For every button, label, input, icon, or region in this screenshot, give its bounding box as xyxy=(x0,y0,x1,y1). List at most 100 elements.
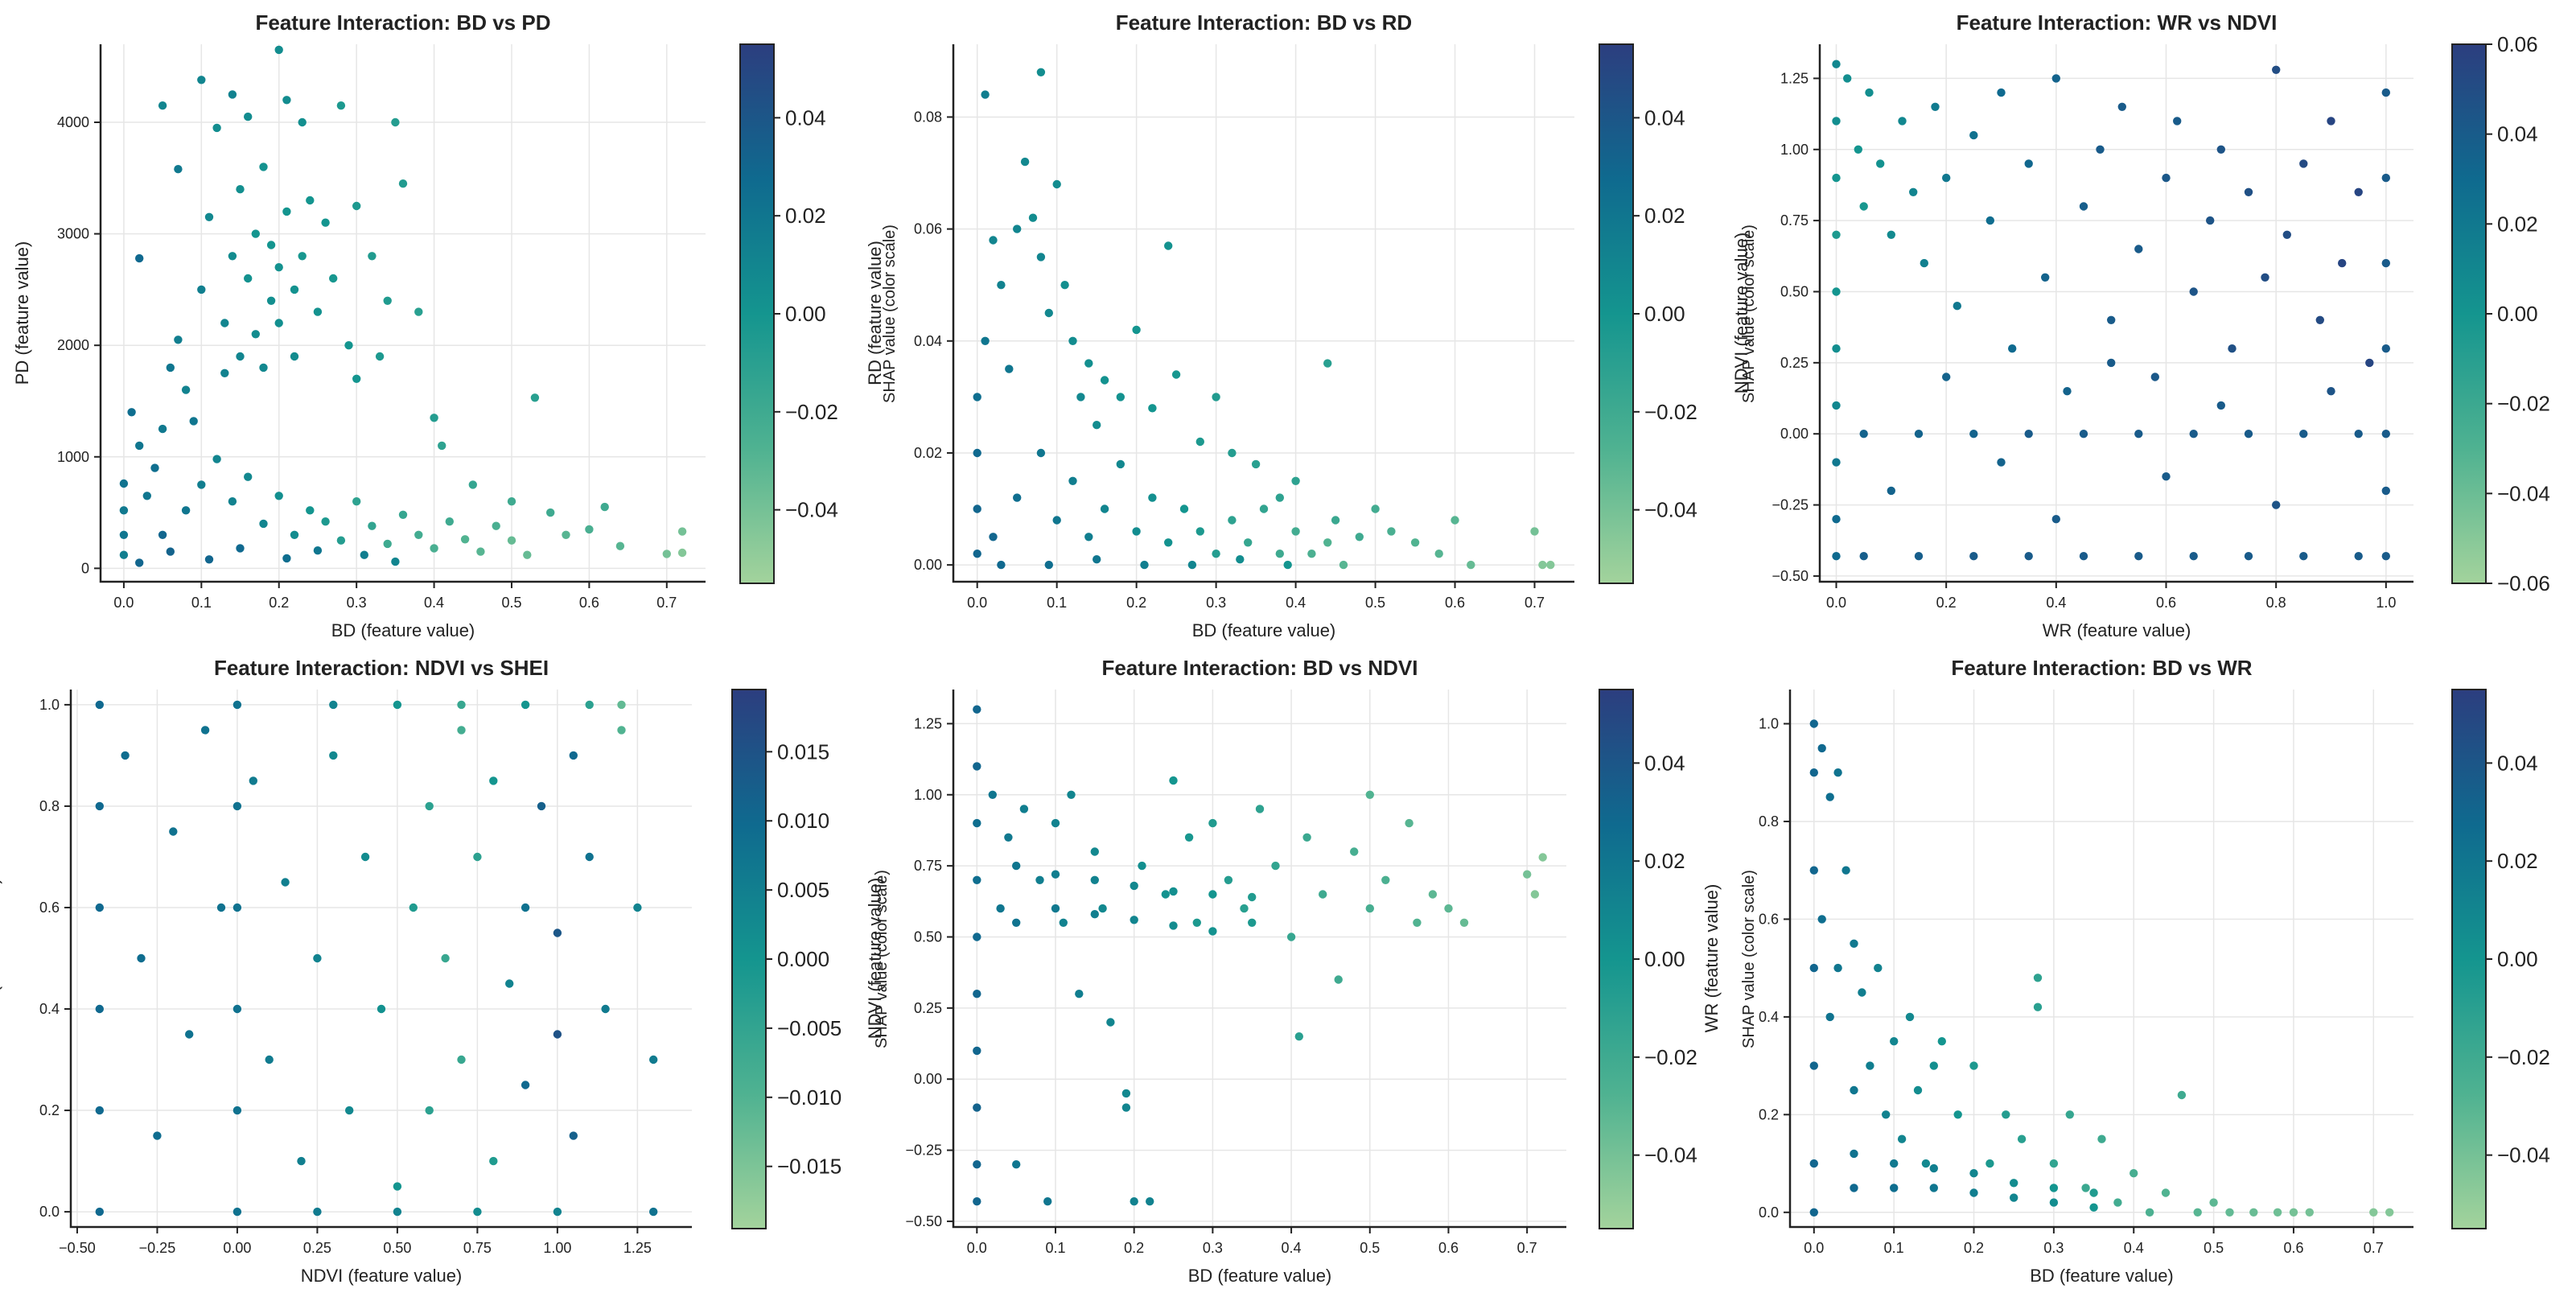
scatter-point xyxy=(166,363,175,373)
scatter-point xyxy=(1228,516,1237,525)
chart-title: Feature Interaction: BD vs RD xyxy=(1116,10,1412,35)
scatter-point xyxy=(1937,1037,1946,1046)
scatter-point xyxy=(1035,875,1044,885)
scatter-point xyxy=(321,218,330,227)
scatter-point xyxy=(313,307,323,316)
scatter-point xyxy=(297,1156,306,1166)
scatter-point xyxy=(1866,1061,1874,1070)
scatter-point xyxy=(1012,861,1021,871)
scatter-point xyxy=(2065,1110,2074,1119)
x-tick-label: 1.00 xyxy=(543,1240,571,1256)
scatter-point xyxy=(973,762,981,771)
scatter-point xyxy=(1076,393,1085,401)
scatter-point xyxy=(2150,373,2159,381)
scatter-point xyxy=(2117,102,2126,111)
scatter-point xyxy=(2261,273,2269,282)
scatter-point xyxy=(95,700,104,710)
scatter-point xyxy=(1146,1197,1154,1206)
scatter-point xyxy=(1060,281,1069,290)
scatter-point xyxy=(553,928,562,937)
axis-spine xyxy=(99,44,706,583)
x-tick-label: 0.0 xyxy=(113,595,134,611)
colorbar-label: SHAP value (color scale) xyxy=(1740,224,1758,403)
colorbar-tick-label: 0.02 xyxy=(785,204,826,228)
scatter-point xyxy=(119,530,129,539)
scatter-point xyxy=(989,533,998,541)
scatter-point xyxy=(1953,302,1961,311)
colorbar-tick-label: −0.02 xyxy=(785,400,838,424)
x-tick-label: 1.25 xyxy=(623,1240,652,1256)
scatter-point xyxy=(137,953,146,963)
scatter-point xyxy=(569,751,578,760)
scatter-point xyxy=(236,352,245,361)
colorbar-label: SHAP value (color scale) xyxy=(1740,870,1758,1048)
colorbar-tick-label: −0.010 xyxy=(777,1085,842,1110)
scatter-point xyxy=(1005,364,1014,373)
scatter-point xyxy=(973,1160,981,1169)
scatter-point xyxy=(981,90,990,99)
scatter-point xyxy=(197,76,206,84)
scatter-point xyxy=(1036,448,1046,458)
scatter-point xyxy=(1169,921,1178,930)
scatter-point xyxy=(2033,974,2043,982)
scatter-point xyxy=(1090,847,1100,856)
scatter-point xyxy=(1121,1103,1131,1112)
axis-spine xyxy=(1818,44,2413,583)
scatter-point xyxy=(523,550,532,559)
scatter-point xyxy=(1236,555,1245,564)
y-axis-label: PD (feature value) xyxy=(12,241,32,385)
scatter-point xyxy=(2049,1159,2059,1168)
scatter-point xyxy=(1164,538,1173,547)
scatter-point xyxy=(1905,1012,1915,1022)
scatter-point xyxy=(1898,117,1907,126)
scatter-point xyxy=(266,296,276,305)
scatter-point xyxy=(204,212,214,221)
scatter-point xyxy=(2089,1203,2098,1212)
scatter-point xyxy=(232,1004,242,1014)
scatter-point xyxy=(1523,870,1532,879)
scatter-point xyxy=(649,1207,658,1217)
scatter-point xyxy=(2249,1208,2258,1217)
y-tick-label: 0.08 xyxy=(914,109,942,125)
scatter-point xyxy=(2189,430,2198,439)
scatter-point xyxy=(189,417,198,426)
x-tick-label: 0.50 xyxy=(383,1240,411,1256)
scatter-point xyxy=(2244,187,2253,196)
x-tick-label: 0.4 xyxy=(1286,595,1306,611)
colorbar-tick-label: 0.00 xyxy=(2497,302,2538,326)
scatter-point xyxy=(352,497,361,506)
scatter-point xyxy=(135,253,144,263)
scatter-point xyxy=(492,521,500,530)
scatter-point xyxy=(274,492,283,500)
scatter-point xyxy=(468,480,477,489)
y-axis-label: NDVI (feature value) xyxy=(1731,233,1751,394)
scatter-point xyxy=(2305,1208,2314,1217)
scatter-point xyxy=(1116,393,1125,401)
scatter-point xyxy=(997,281,1006,290)
scatter-point xyxy=(1075,990,1084,998)
scatter-point xyxy=(1929,1061,1938,1070)
colorbar xyxy=(739,43,775,584)
scatter-point xyxy=(2097,1134,2106,1143)
scatter-point xyxy=(2273,1208,2282,1217)
scatter-point xyxy=(530,393,540,402)
colorbar-tick-label: −0.02 xyxy=(2497,392,2550,416)
colorbar xyxy=(1599,689,1634,1229)
scatter-point xyxy=(1240,904,1249,913)
scatter-point xyxy=(1121,1089,1131,1098)
scatter-point xyxy=(2049,1198,2059,1207)
scatter-point xyxy=(973,818,981,828)
scatter-point xyxy=(1365,790,1375,799)
scatter-point xyxy=(232,801,242,811)
scatter-point xyxy=(2017,1134,2027,1143)
scatter-point xyxy=(1051,818,1060,828)
scatter-point xyxy=(2033,1003,2043,1011)
subplot-6: 0.0 0.1 0.2 0.3 0.4 0.5 0.6 0.7 0.0 0.2 0.4 0.6 0.8 1… xyxy=(1702,656,2550,1286)
scatter-point xyxy=(1832,287,1841,296)
x-axis-label: BD (feature value) xyxy=(1192,620,1336,640)
scatter-point xyxy=(973,393,981,401)
scatter-point xyxy=(1044,560,1054,570)
y-tick-label: 0.2 xyxy=(1759,1106,1779,1122)
scatter-point xyxy=(1116,459,1125,469)
scatter-point xyxy=(2381,552,2390,561)
